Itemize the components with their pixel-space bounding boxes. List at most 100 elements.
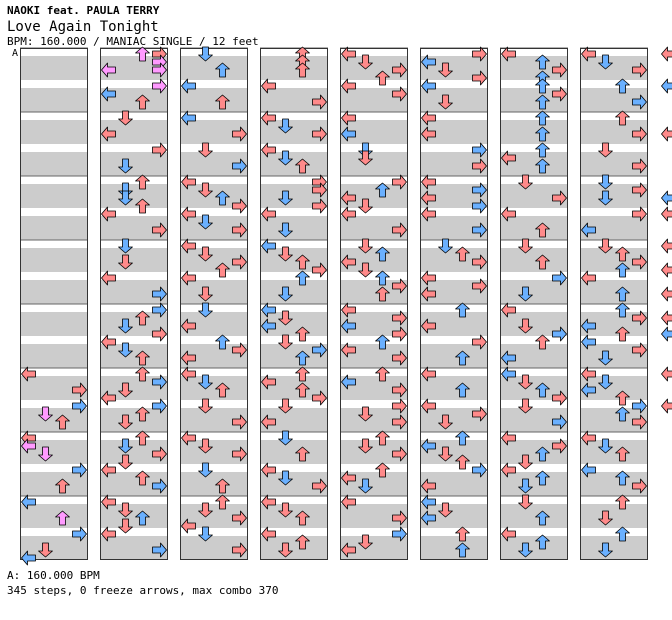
beat-stripe	[180, 312, 248, 320]
beat-stripe	[100, 336, 168, 344]
beat-stripe	[20, 456, 88, 464]
left-arrow-icon	[421, 510, 436, 526]
beat-stripe	[100, 496, 168, 504]
down-arrow-icon	[198, 286, 213, 302]
beat-stripe	[340, 552, 408, 560]
chart-column	[100, 47, 168, 560]
left-arrow-icon	[101, 494, 116, 510]
beat-stripe	[100, 304, 168, 312]
beat-stripe	[500, 456, 568, 464]
beat-stripe	[340, 176, 408, 184]
up-arrow-icon	[615, 302, 630, 318]
left-arrow-icon	[421, 190, 436, 206]
beat-stripe	[340, 512, 408, 520]
beat-stripe	[500, 448, 568, 456]
beat-stripe	[500, 208, 568, 216]
beat-stripe	[20, 472, 88, 480]
up-arrow-icon	[615, 246, 630, 262]
beat-stripe	[100, 72, 168, 80]
up-arrow-icon	[295, 510, 310, 526]
beat-stripe	[100, 80, 168, 88]
up-arrow-icon	[295, 254, 310, 270]
beat-stripe	[180, 216, 248, 224]
right-arrow-icon	[72, 382, 87, 398]
beat-stripe	[500, 312, 568, 320]
left-arrow-icon	[181, 318, 196, 334]
left-arrow-icon	[421, 494, 436, 510]
beat-stripe	[580, 272, 648, 280]
beat-stripe	[420, 408, 488, 416]
right-arrow-icon	[72, 526, 87, 542]
beat-stripe	[500, 352, 568, 360]
column-frame	[180, 48, 248, 560]
beat-stripe	[580, 488, 648, 496]
beat-stripe	[420, 328, 488, 336]
down-arrow-icon	[358, 54, 373, 70]
beat-stripe	[340, 144, 408, 152]
beat-stripe	[420, 440, 488, 448]
left-arrow-icon	[341, 254, 356, 270]
beat-stripe	[20, 264, 88, 272]
beat-stripe	[340, 256, 408, 264]
beat-stripe	[100, 256, 168, 264]
beat-stripe	[260, 240, 328, 248]
chart-column	[20, 47, 88, 560]
beat-stripe	[180, 464, 248, 472]
up-arrow-icon	[535, 110, 550, 126]
left-arrow-icon	[581, 382, 596, 398]
left-arrow-icon	[421, 174, 436, 190]
left-arrow-icon	[501, 46, 516, 62]
beat-stripe	[260, 256, 328, 264]
beat-stripe	[20, 88, 88, 96]
right-arrow-icon	[152, 446, 167, 462]
beat-stripe	[180, 88, 248, 96]
beat-stripe	[340, 392, 408, 400]
down-arrow-icon	[598, 142, 613, 158]
beat-stripe	[500, 136, 568, 144]
up-arrow-icon	[535, 382, 550, 398]
left-arrow-icon	[501, 462, 516, 478]
beat-stripe	[580, 104, 648, 112]
beat-stripe	[420, 136, 488, 144]
up-arrow-icon	[295, 534, 310, 550]
beat-stripe	[340, 504, 408, 512]
beat-stripe	[20, 168, 88, 176]
beat-stripe	[260, 64, 328, 72]
left-arrow-icon	[181, 110, 196, 126]
left-arrow-icon	[581, 430, 596, 446]
beat-stripe	[500, 544, 568, 552]
beat-stripe	[340, 96, 408, 104]
beat-stripe	[580, 440, 648, 448]
chart-column	[580, 47, 648, 560]
beat-stripe	[20, 552, 88, 560]
beat-stripe	[500, 400, 568, 408]
down-arrow-icon	[598, 542, 613, 558]
beat-stripe	[180, 512, 248, 520]
beat-stripe	[180, 328, 248, 336]
up-arrow-icon	[535, 158, 550, 174]
down-arrow-icon	[198, 302, 213, 318]
left-arrow-icon	[261, 494, 276, 510]
right-arrow-icon	[552, 326, 567, 342]
right-arrow-icon	[632, 342, 647, 358]
beat-stripe	[180, 240, 248, 248]
beat-stripe	[180, 256, 248, 264]
beat-stripe	[100, 216, 168, 224]
right-arrow-icon	[152, 326, 167, 342]
down-arrow-icon	[358, 262, 373, 278]
left-arrow-icon	[501, 430, 516, 446]
beat-stripe	[100, 232, 168, 240]
beat-stripe	[100, 552, 168, 560]
beat-stripe	[260, 112, 328, 120]
right-arrow-icon	[312, 478, 327, 494]
right-arrow-icon	[392, 350, 407, 366]
beat-stripe	[580, 216, 648, 224]
left-arrow-icon	[581, 366, 596, 382]
beat-stripe	[100, 184, 168, 192]
beat-stripe	[500, 56, 568, 64]
beat-stripe	[20, 128, 88, 136]
beat-stripe	[260, 192, 328, 200]
beat-stripe	[100, 120, 168, 128]
beat-stripe	[420, 56, 488, 64]
beat-stripe	[260, 88, 328, 96]
